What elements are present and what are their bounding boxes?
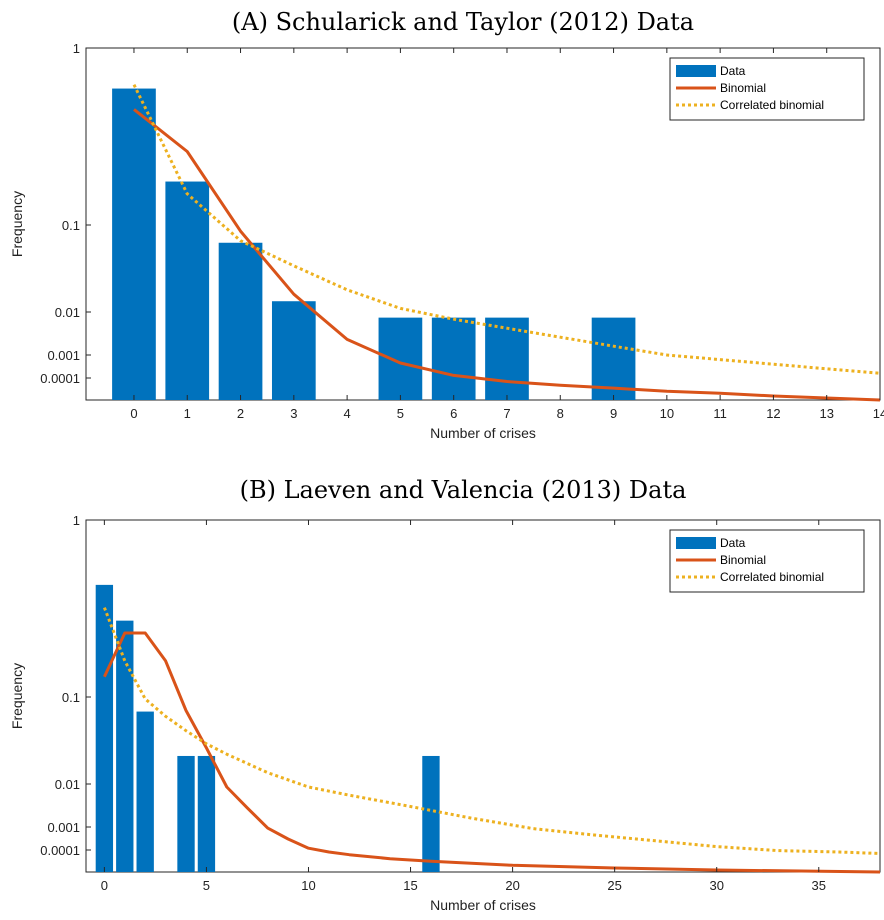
y-tick-label: 0.001 — [47, 820, 80, 835]
y-tick-label: 0.1 — [62, 690, 80, 705]
bar — [177, 755, 195, 872]
legend-label: Binomial — [720, 81, 766, 95]
x-tick-label: 0 — [130, 406, 137, 421]
x-tick-label: 5 — [397, 406, 404, 421]
x-tick-label: 4 — [343, 406, 350, 421]
bar — [271, 301, 316, 400]
y-tick-label: 0.01 — [55, 305, 80, 320]
legend-label: Binomial — [720, 553, 766, 567]
bar — [485, 317, 529, 400]
y-tick-label: 0.001 — [47, 348, 80, 363]
bar — [431, 317, 476, 400]
chart-title: (A) Schularick and Taylor (2012) Data — [232, 8, 694, 36]
x-tick-label: 10 — [301, 878, 315, 893]
bar — [95, 584, 114, 872]
y-tick-label: 0.01 — [55, 777, 80, 792]
x-tick-label: 2 — [237, 406, 244, 421]
panel-b: (B) Laeven and Valencia (2013) Data 0 5 10 1… — [9, 476, 881, 913]
legend-label: Correlated binomial — [720, 98, 824, 112]
bar — [116, 620, 134, 872]
legend-swatch-data — [676, 537, 716, 549]
x-tick-label: 14 — [873, 406, 884, 421]
x-tick-label: 6 — [450, 406, 457, 421]
correlated-binomial-line — [102, 607, 881, 855]
y-tick-label: 1 — [73, 41, 80, 56]
bar — [218, 242, 263, 400]
plot-frame — [85, 47, 881, 401]
x-tick-label: 8 — [557, 406, 564, 421]
legend-label: Data — [720, 536, 746, 550]
y-tick-label: 1 — [73, 513, 80, 528]
x-tick-label: 7 — [503, 406, 510, 421]
legend-label: Correlated binomial — [720, 570, 824, 584]
bar — [197, 755, 216, 872]
x-axis-label: Number of crises — [430, 897, 536, 913]
bar — [165, 181, 210, 400]
x-tick-label: 10 — [660, 406, 674, 421]
chart-title: (B) Laeven and Valencia (2013) Data — [240, 476, 687, 504]
x-tick-label: 9 — [610, 406, 617, 421]
bar — [112, 88, 156, 400]
x-axis-label: Number of crises — [430, 425, 536, 441]
legend: Data Binomial Correlated binomial — [669, 529, 865, 593]
y-tick-label: 0.0001 — [40, 371, 80, 386]
x-tick-label: 15 — [403, 878, 417, 893]
y-axis-label: Frequency — [9, 663, 25, 729]
x-tick-label: 11 — [713, 406, 727, 421]
x-tick-label: 35 — [812, 878, 826, 893]
x-tick-label: 0 — [101, 878, 108, 893]
binomial-line — [103, 631, 881, 874]
x-tick-label: 1 — [184, 406, 191, 421]
y-tick-label: 0.1 — [62, 218, 80, 233]
legend-label: Data — [720, 64, 746, 78]
x-tick-label: 13 — [819, 406, 833, 421]
binomial-line — [133, 108, 881, 402]
y-tick-label: 0.0001 — [40, 843, 80, 858]
x-tick-label: 3 — [290, 406, 297, 421]
plot-frame — [85, 519, 881, 873]
x-tick-label: 5 — [203, 878, 210, 893]
legend-swatch-data — [676, 65, 716, 77]
x-tick-label: 12 — [766, 406, 780, 421]
y-axis-label: Frequency — [9, 191, 25, 257]
x-tick-label: 25 — [607, 878, 621, 893]
x-tick-label: 30 — [709, 878, 723, 893]
bar — [136, 711, 154, 872]
bar — [422, 755, 440, 872]
bar — [378, 317, 423, 400]
legend: Data Binomial Correlated binomial — [669, 57, 865, 121]
correlated-binomial-line — [132, 84, 881, 375]
x-tick-label: 20 — [505, 878, 519, 893]
